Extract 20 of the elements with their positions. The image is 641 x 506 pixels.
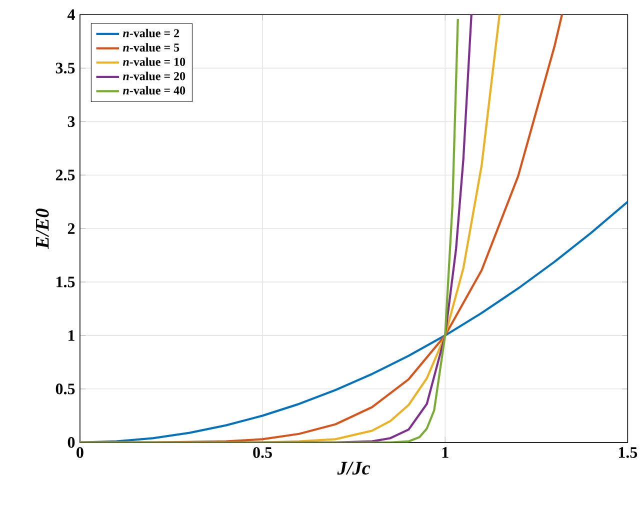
- x-axis-title: J/Jc: [337, 462, 370, 474]
- y-tick-label: 3.5: [56, 62, 75, 74]
- x-tick-label: 1: [442, 446, 448, 458]
- x-tick-label: 0: [76, 446, 84, 458]
- y-tick-label: 1.5: [56, 276, 75, 288]
- y-tick-label: 4: [67, 9, 75, 20]
- legend-label: n-value = 10: [122, 57, 186, 66]
- x-tick-label: 1.5: [618, 446, 638, 458]
- legend-label: n-value = 20: [122, 72, 186, 80]
- y-tick-label: 0.5: [56, 383, 75, 394]
- y-axis-title: E/E0: [36, 208, 49, 249]
- y-tick-label: 1: [68, 330, 74, 341]
- y-tick-label: 3: [68, 116, 75, 127]
- y-tick-label: 0: [68, 436, 75, 448]
- legend-label: n-value = 5: [122, 42, 180, 52]
- x-tick-label: 0.5: [253, 446, 272, 458]
- legend-label: n-value = 2: [122, 28, 180, 38]
- y-tick-label: 2.5: [56, 169, 75, 180]
- y-tick-label: 2: [68, 223, 75, 234]
- legend-label: n-value = 40: [122, 86, 186, 94]
